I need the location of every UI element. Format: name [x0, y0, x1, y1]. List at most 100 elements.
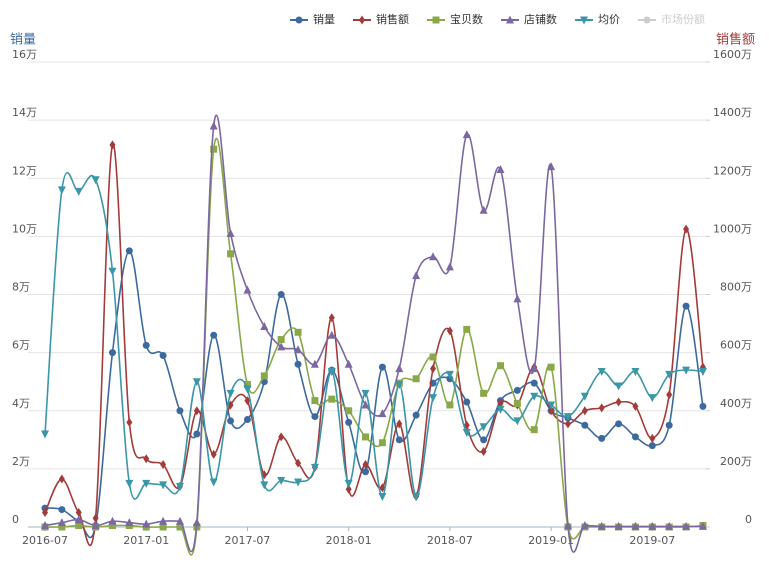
point: [548, 406, 555, 416]
point: [359, 15, 365, 25]
point: [327, 368, 336, 377]
point: [446, 326, 453, 336]
point: [682, 366, 691, 375]
point: [665, 521, 674, 530]
point: [597, 368, 606, 377]
point: [479, 423, 488, 432]
series-line: [44, 250, 704, 539]
point: [412, 411, 420, 419]
point: [463, 398, 471, 406]
point: [615, 420, 623, 428]
point: [462, 130, 471, 139]
point: [479, 205, 488, 214]
point: [58, 523, 66, 531]
point: [581, 421, 589, 429]
y2-tick-label: 1000万: [713, 222, 752, 235]
point: [429, 252, 438, 261]
legend-label: 均价: [598, 13, 620, 26]
point: [244, 396, 251, 406]
point: [598, 403, 605, 413]
point: [379, 483, 386, 493]
point: [564, 419, 571, 429]
point: [159, 523, 167, 531]
y-tick-label: 14万: [12, 106, 37, 119]
point: [294, 360, 302, 368]
point: [41, 430, 49, 439]
y-tick-label: 10万: [12, 222, 37, 235]
point: [361, 400, 370, 409]
point: [513, 386, 521, 394]
point: [682, 302, 690, 310]
y-tick-label: 6万: [12, 339, 30, 352]
point: [42, 507, 48, 517]
y-tick-label: 16万: [12, 48, 37, 61]
point: [142, 479, 151, 488]
point: [260, 321, 269, 330]
point: [581, 406, 588, 416]
point: [563, 413, 572, 422]
point: [632, 401, 639, 411]
point: [260, 481, 269, 490]
point: [142, 519, 151, 528]
point: [547, 162, 556, 171]
point: [295, 16, 303, 24]
point: [243, 415, 251, 423]
x-tick-label: 2016-07: [22, 534, 68, 547]
point: [126, 417, 133, 427]
point: [108, 349, 116, 357]
point: [446, 401, 454, 409]
point: [277, 342, 286, 351]
point: [345, 484, 352, 494]
point: [412, 492, 421, 501]
point: [665, 421, 673, 429]
point: [580, 392, 589, 401]
point: [412, 375, 420, 383]
point: [698, 521, 707, 530]
x-tick-label: 2017-07: [224, 534, 270, 547]
point: [614, 382, 623, 391]
y-tick-label: 0: [12, 513, 19, 526]
point: [513, 294, 522, 303]
point: [563, 521, 572, 530]
point: [310, 359, 319, 368]
point: [631, 433, 639, 441]
point: [125, 479, 134, 488]
point: [91, 521, 100, 530]
y-tick-label: 12万: [12, 164, 37, 177]
point: [159, 516, 168, 525]
point: [243, 381, 251, 389]
point: [682, 521, 691, 530]
point: [378, 363, 386, 371]
point: [277, 336, 285, 344]
point: [277, 291, 285, 298]
point: [462, 429, 471, 438]
y2-tick-label: 0: [745, 513, 752, 526]
x-tick-label: 2018-07: [427, 534, 473, 547]
point: [580, 521, 589, 530]
point: [643, 16, 651, 24]
point: [92, 513, 99, 523]
point: [226, 389, 235, 398]
point: [278, 432, 285, 442]
point: [91, 176, 100, 185]
point: [58, 506, 66, 514]
point: [227, 250, 235, 258]
point: [480, 436, 488, 444]
point: [530, 392, 539, 401]
point: [108, 522, 116, 530]
point: [496, 362, 504, 370]
point: [699, 402, 707, 410]
point: [175, 482, 184, 491]
point: [210, 449, 217, 459]
point: [698, 368, 707, 377]
point: [547, 363, 555, 371]
point: [530, 364, 539, 373]
point: [430, 364, 437, 374]
point: [75, 507, 82, 517]
point: [125, 518, 134, 527]
point: [74, 515, 83, 524]
y2-axis-title: 销售额: [716, 32, 755, 48]
point: [192, 378, 201, 387]
point: [396, 419, 403, 429]
